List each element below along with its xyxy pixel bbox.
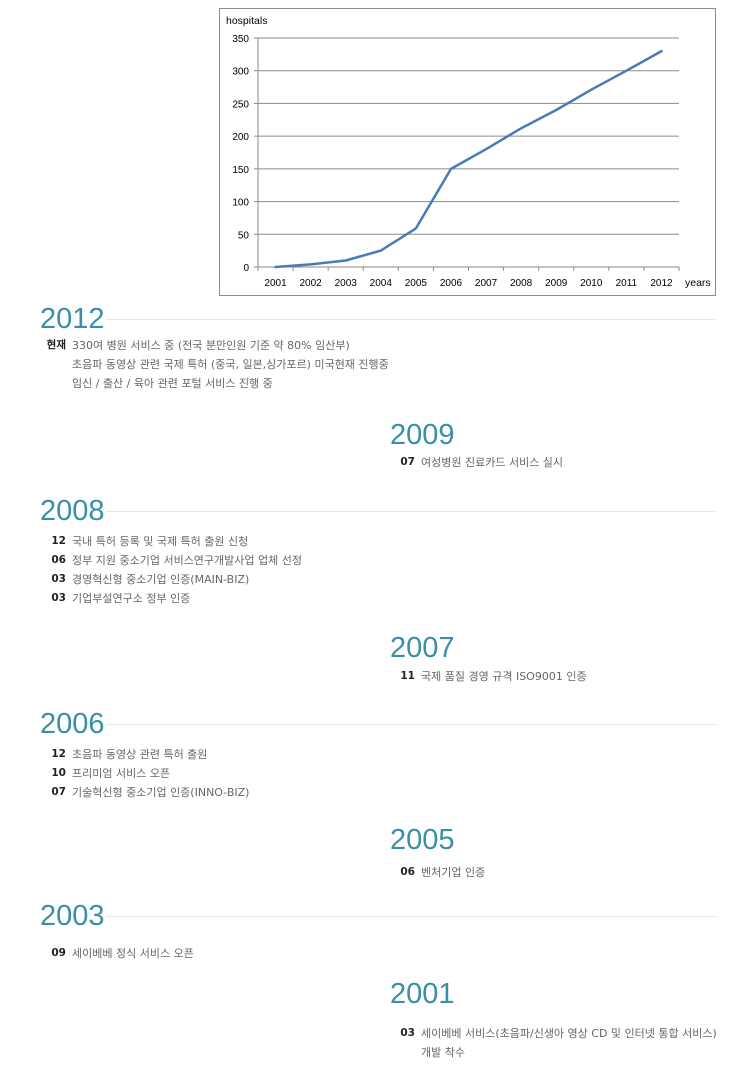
entry-2012-1: 현재 330여 병원 서비스 중 (전국 분만인원 기준 약 80% 임산부) bbox=[47, 336, 389, 355]
entry-month: 12 bbox=[51, 748, 66, 760]
entry-2008-3: 03 경영혁신형 중소기업 인증(MAIN-BIZ) bbox=[51, 570, 302, 589]
entry-month: 07 bbox=[400, 456, 415, 468]
entry-2006-1: 12 초음파 동영상 관련 특허 출원 bbox=[51, 745, 249, 764]
year-2009-heading: 2009 bbox=[390, 419, 455, 451]
entry-text: 경영혁신형 중소기업 인증(MAIN-BIZ) bbox=[72, 573, 250, 586]
entry-2008-4: 03 기업부설연구소 정부 인증 bbox=[51, 589, 302, 608]
year-2001-heading: 2001 bbox=[390, 978, 455, 1010]
year-2012-heading: 2012 bbox=[40, 303, 105, 335]
year-2006-heading: 2006 bbox=[40, 708, 105, 740]
y-axis-title: hospitals bbox=[226, 15, 267, 27]
entry-text-continued: 개발 착수 bbox=[421, 1046, 465, 1059]
entry-2012-3: 임신 / 출산 / 육아 관련 포털 서비스 진행 중 bbox=[72, 374, 389, 393]
entry-text: 여성병원 진료카드 서비스 실시 bbox=[421, 456, 564, 469]
entry-2007-1: 11 국제 품질 경영 규격 ISO9001 인증 bbox=[400, 667, 587, 686]
x-tick-label: 2011 bbox=[616, 278, 638, 289]
entry-2001-1: 03 세이베베 서비스(초음파/신생아 영상 CD 및 인터넷 통합 서비스) … bbox=[400, 1024, 717, 1062]
entry-text: 초음파 동영상 관련 특허 출원 bbox=[72, 748, 208, 761]
y-tick-label: 100 bbox=[232, 198, 249, 209]
y-tick-label: 250 bbox=[232, 99, 249, 110]
year-2006-entries: 12 초음파 동영상 관련 특허 출원 10 프리미엄 서비스 오픈 07 기술… bbox=[51, 745, 250, 802]
now-label: 현재 bbox=[46, 339, 66, 351]
entry-month: 12 bbox=[51, 535, 66, 547]
series-line-hospitals bbox=[274, 49, 663, 269]
entry-month: 07 bbox=[51, 786, 66, 798]
year-2008-entries: 12 국내 특허 등록 및 국제 특허 출원 신청 06 정부 지원 중소기업 … bbox=[51, 532, 303, 608]
chart-svg: 350 300 250 200 150 100 50 0 2001 2002 2003 2004 200… bbox=[226, 15, 711, 289]
year-2005-entries: 06 벤처기업 인증 bbox=[400, 863, 486, 882]
y-tick-label: 50 bbox=[238, 230, 250, 241]
x-tick-label: 2003 bbox=[335, 278, 358, 289]
entry-month: 10 bbox=[51, 767, 66, 779]
x-tick-label: 2007 bbox=[475, 278, 498, 289]
entry-text: 기업부설연구소 정부 인증 bbox=[72, 592, 191, 605]
entry-month: 11 bbox=[400, 670, 415, 682]
y-tick-label: 300 bbox=[232, 67, 249, 78]
year-2009-entries: 07 여성병원 진료카드 서비스 실시 bbox=[400, 453, 564, 472]
x-tick-label: 2009 bbox=[545, 278, 568, 289]
year-2003-entries: 09 세이베베 정식 서비스 오픈 bbox=[51, 944, 194, 963]
entry-month: 03 bbox=[51, 573, 66, 585]
y-tick-label: 0 bbox=[243, 263, 249, 274]
entry-text: 330여 병원 서비스 중 (전국 분만인원 기준 약 80% 임산부) bbox=[72, 339, 350, 352]
x-tick-label: 2010 bbox=[580, 278, 603, 289]
x-tick-label: 2012 bbox=[650, 278, 673, 289]
entry-text: 임신 / 출산 / 육아 관련 포털 서비스 진행 중 bbox=[72, 377, 273, 390]
entry-text: 기술혁신형 중소기업 인증(INNO-BIZ) bbox=[72, 786, 250, 799]
y-tick-label: 150 bbox=[232, 165, 249, 176]
entry-text: 세이베베 정식 서비스 오픈 bbox=[72, 947, 194, 960]
entry-2012-2: 초음파 동영상 관련 국제 특허 (중국, 일본,싱가포르) 미국현재 진행중 bbox=[72, 355, 389, 374]
entry-text: 프리미엄 서비스 오픈 bbox=[72, 767, 171, 780]
entry-text: 벤처기업 인증 bbox=[421, 866, 486, 879]
entry-text: 국제 품질 경영 규격 ISO9001 인증 bbox=[421, 670, 587, 683]
entry-month: 03 bbox=[51, 592, 66, 604]
year-2008-divider bbox=[106, 511, 716, 512]
y-tick-label: 200 bbox=[232, 132, 249, 143]
year-2001-entries: 03 세이베베 서비스(초음파/신생아 영상 CD 및 인터넷 통합 서비스) … bbox=[400, 1024, 717, 1062]
x-tick-label: 2002 bbox=[300, 278, 323, 289]
x-tick-label: 2004 bbox=[370, 278, 393, 289]
entry-2003-1: 09 세이베베 정식 서비스 오픈 bbox=[51, 944, 194, 963]
entry-2006-2: 10 프리미엄 서비스 오픈 bbox=[51, 764, 249, 783]
year-2012-entries: 현재 330여 병원 서비스 중 (전국 분만인원 기준 약 80% 임산부) … bbox=[47, 336, 389, 393]
entry-month: 03 bbox=[400, 1027, 415, 1039]
x-tick-label: 2008 bbox=[510, 278, 533, 289]
x-axis-title: years bbox=[685, 277, 711, 289]
x-tick-label: 2005 bbox=[405, 278, 428, 289]
year-2005-heading: 2005 bbox=[390, 824, 455, 856]
year-2008-heading: 2008 bbox=[40, 495, 105, 527]
entry-2008-2: 06 정부 지원 중소기업 서비스연구개발사업 업체 선정 bbox=[51, 551, 303, 570]
entry-month: 06 bbox=[51, 554, 66, 566]
y-tick-label: 350 bbox=[232, 34, 249, 45]
entry-text: 세이베베 서비스(초음파/신생아 영상 CD 및 인터넷 통합 서비스) bbox=[421, 1027, 717, 1040]
entry-text: 국내 특허 등록 및 국제 특허 출원 신청 bbox=[72, 535, 249, 548]
year-2003-heading: 2003 bbox=[40, 900, 105, 932]
entry-text: 초음파 동영상 관련 국제 특허 (중국, 일본,싱가포르) 미국현재 진행중 bbox=[72, 358, 389, 371]
entry-month: 09 bbox=[51, 947, 66, 959]
year-2007-heading: 2007 bbox=[390, 632, 455, 664]
hospitals-line-chart: 350 300 250 200 150 100 50 0 2001 2002 2003 2004 200… bbox=[219, 8, 716, 296]
x-tick-label: 2006 bbox=[440, 278, 463, 289]
entry-2009-1: 07 여성병원 진료카드 서비스 실시 bbox=[400, 453, 564, 472]
year-2003-divider bbox=[106, 916, 716, 917]
entry-text: 정부 지원 중소기업 서비스연구개발사업 업체 선정 bbox=[72, 554, 303, 567]
x-tick-label: 2001 bbox=[264, 278, 287, 289]
entry-2005-1: 06 벤처기업 인증 bbox=[400, 863, 486, 882]
entry-2006-3: 07 기술혁신형 중소기업 인증(INNO-BIZ) bbox=[51, 783, 250, 802]
entry-month: 06 bbox=[400, 866, 415, 878]
year-2006-divider bbox=[106, 724, 716, 725]
entry-2008-1: 12 국내 특허 등록 및 국제 특허 출원 신청 bbox=[51, 532, 302, 551]
year-2012-divider bbox=[106, 319, 716, 320]
year-2007-entries: 11 국제 품질 경영 규격 ISO9001 인증 bbox=[400, 667, 587, 686]
